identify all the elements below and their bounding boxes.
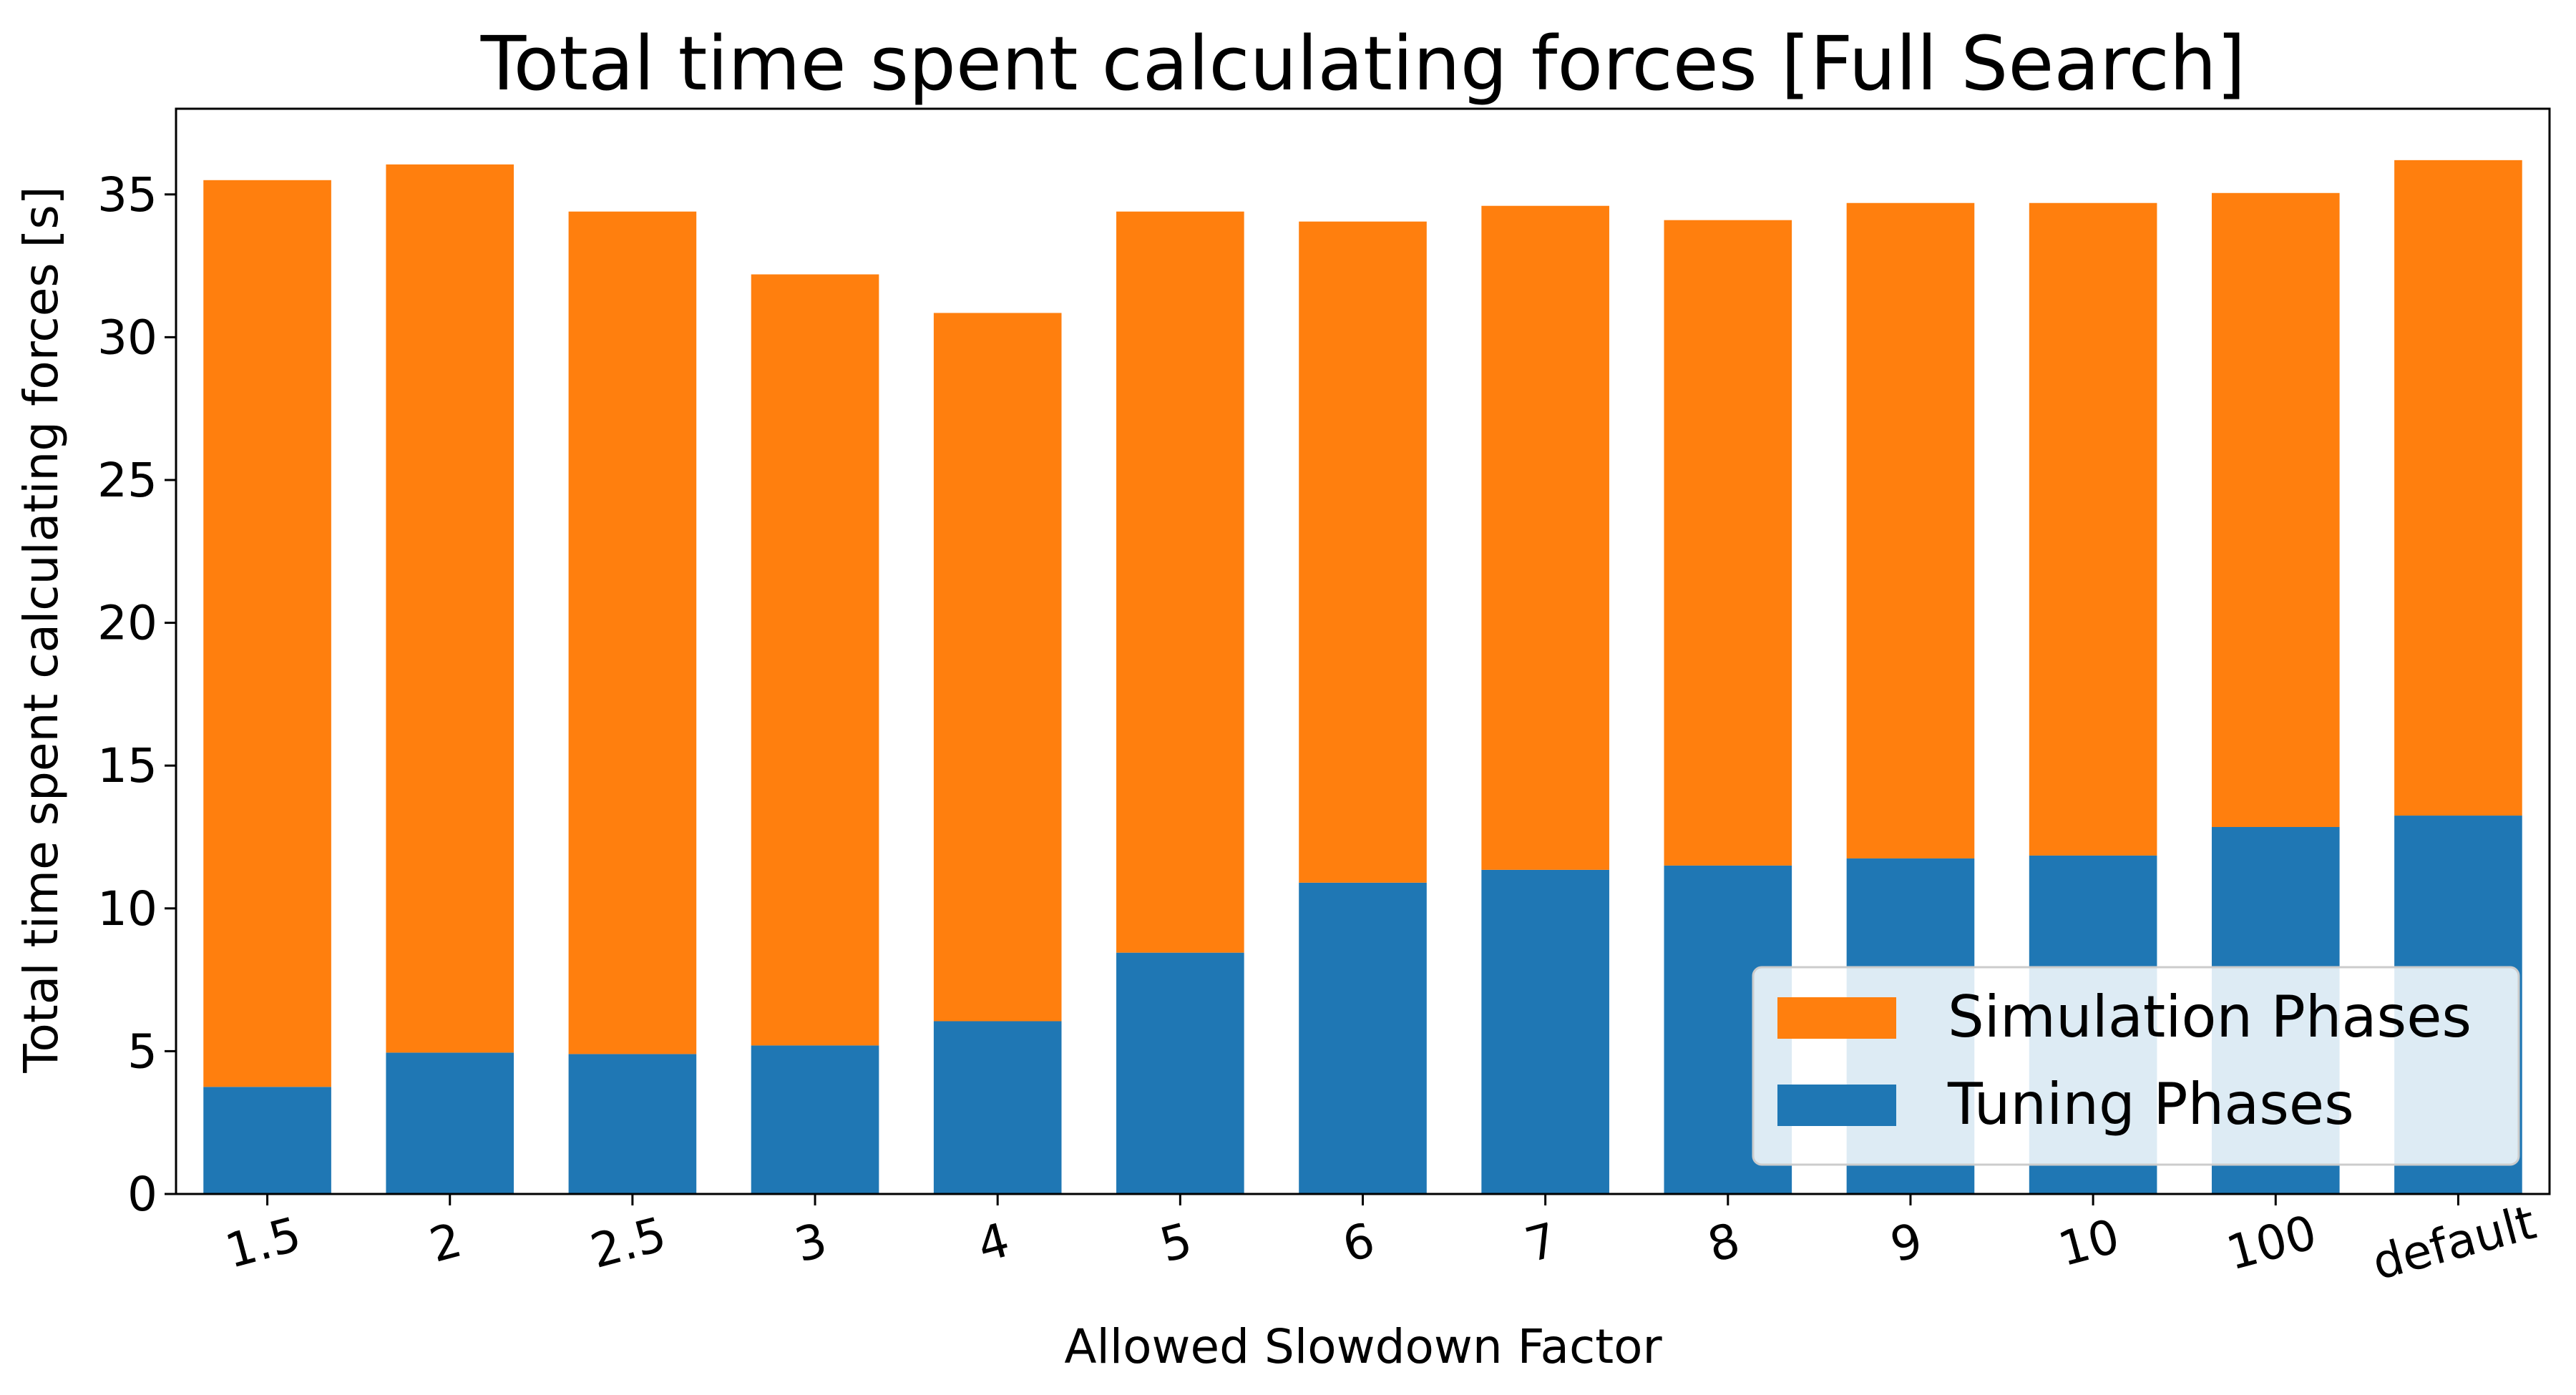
- x-tick-label-3: 3: [789, 1213, 832, 1273]
- y-tick-label-0: 0: [127, 1167, 157, 1222]
- bar-tuning-phases-1_5: [203, 1087, 331, 1194]
- y-tick-label-35: 35: [97, 167, 157, 222]
- y-tick-label-30: 30: [97, 310, 157, 365]
- bar-simulation-phases-5: [1116, 211, 1244, 953]
- bar-tuning-phases-2: [386, 1052, 514, 1194]
- bar-simulation-phases-9: [1846, 202, 1975, 858]
- bar-tuning-phases-3: [751, 1045, 879, 1194]
- bar-simulation-phases-3: [751, 274, 879, 1046]
- chart-title: Total time spent calculating forces [Ful…: [480, 20, 2246, 107]
- y-tick-label-5: 5: [127, 1024, 157, 1079]
- x-tick-label-5: 5: [1154, 1213, 1197, 1273]
- bar-tuning-phases-6: [1299, 882, 1427, 1194]
- x-tick-label-10: 10: [2053, 1208, 2125, 1277]
- y-tick-label-25: 25: [97, 453, 157, 508]
- x-tick-label-1.5: 1.5: [220, 1206, 306, 1279]
- y-tick-label-15: 15: [97, 738, 157, 793]
- x-tick-label-6: 6: [1337, 1213, 1380, 1273]
- x-tick-label-2.5: 2.5: [585, 1206, 671, 1279]
- bar-simulation-phases-10: [2029, 202, 2157, 856]
- y-tick-label-20: 20: [97, 596, 157, 651]
- bar-tuning-phases-2_5: [568, 1054, 697, 1194]
- bar-simulation-phases-100: [2211, 192, 2340, 828]
- bar-simulation-phases-default: [2394, 160, 2522, 816]
- x-tick-label-default: default: [2366, 1195, 2541, 1291]
- bar-simulation-phases-4: [933, 313, 1062, 1022]
- legend-swatch-simulation-phases: [1777, 997, 1896, 1039]
- bar-simulation-phases-1_5: [203, 180, 331, 1087]
- bar-tuning-phases-4: [933, 1021, 1062, 1194]
- legend: Simulation Phases Tuning Phases: [1752, 966, 2520, 1166]
- y-tick-label-10: 10: [97, 881, 157, 936]
- legend-label-simulation-phases: Simulation Phases: [1948, 984, 2472, 1050]
- legend-swatch-tuning-phases: [1777, 1085, 1896, 1126]
- bar-simulation-phases-8: [1664, 220, 1792, 866]
- x-tick-label-4: 4: [972, 1213, 1015, 1273]
- x-tick-label-7: 7: [1520, 1213, 1563, 1273]
- x-tick-label-8: 8: [1702, 1213, 1745, 1273]
- x-tick-label-2: 2: [424, 1213, 467, 1273]
- bar-simulation-phases-6: [1299, 221, 1427, 883]
- x-axis-label: Allowed Slowdown Factor: [1064, 1319, 1662, 1374]
- y-axis-label: Total time spent calculating forces [s]: [14, 186, 69, 1073]
- bar-tuning-phases-5: [1116, 952, 1244, 1194]
- legend-box: [1752, 966, 2520, 1166]
- x-tick-label-100: 100: [2221, 1205, 2323, 1281]
- legend-label-tuning-phases: Tuning Phases: [1947, 1071, 2354, 1137]
- bar-tuning-phases-7: [1481, 869, 1609, 1194]
- bar-simulation-phases-7: [1481, 205, 1609, 870]
- x-tick-label-9: 9: [1885, 1213, 1928, 1273]
- bar-simulation-phases-2_5: [568, 211, 697, 1054]
- bar-simulation-phases-2: [386, 164, 514, 1053]
